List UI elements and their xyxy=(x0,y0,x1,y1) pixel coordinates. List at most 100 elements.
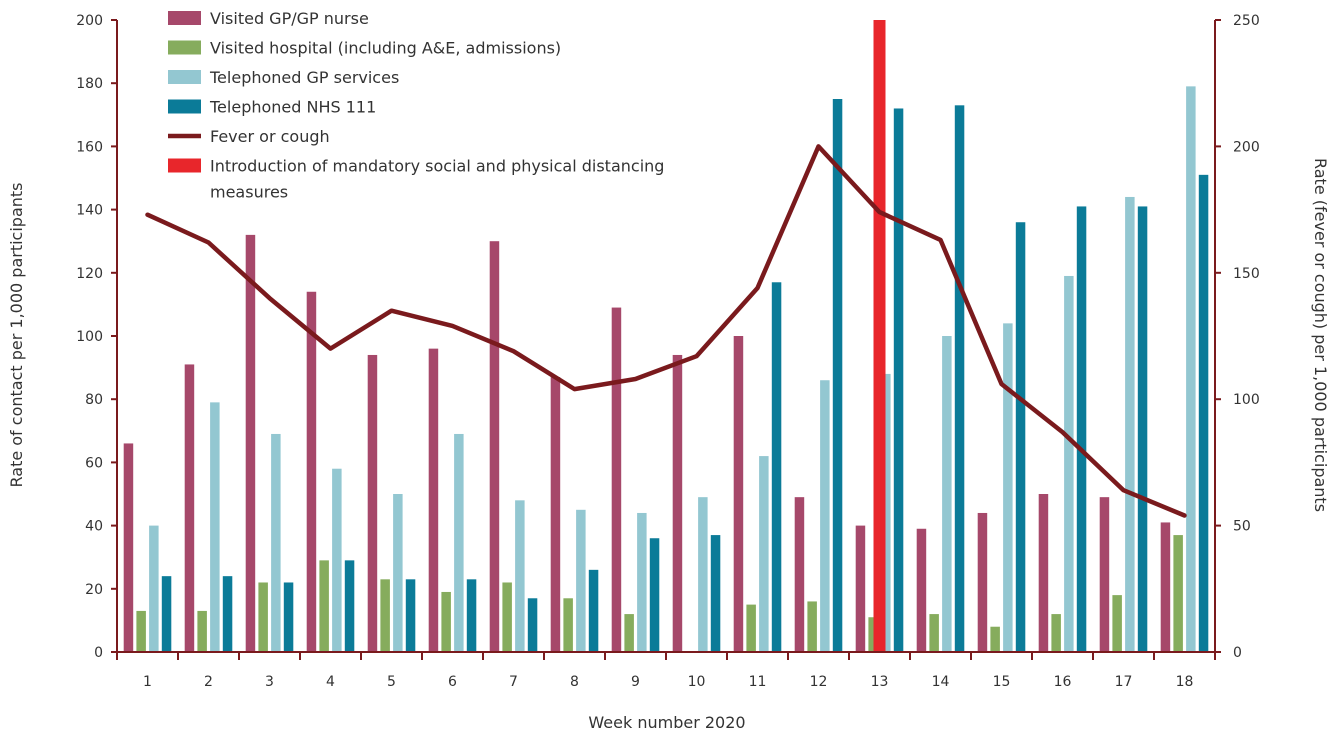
bar-series1-week-10 xyxy=(672,354,683,652)
bar-series4-week-9 xyxy=(649,538,660,652)
bar-series4-week-1 xyxy=(161,576,172,652)
bar-series1-week-4 xyxy=(306,291,317,652)
x-tick-label-week-18: 18 xyxy=(1176,674,1194,690)
bar-series3-week-7 xyxy=(515,500,525,652)
bar-series1-week-17 xyxy=(1099,497,1110,652)
legend-swatch-series4 xyxy=(168,99,201,114)
legend: Visited GP/GP nurse Visited hospital (inc… xyxy=(168,9,664,202)
bar-series1-week-1 xyxy=(123,443,134,652)
legend-label-series4: Telephoned NHS 111 xyxy=(209,98,376,117)
bar-series3-week-4 xyxy=(332,468,342,652)
x-tick-label-week-16: 16 xyxy=(1054,674,1072,690)
bar-series4-week-4 xyxy=(344,560,355,652)
bars-layer xyxy=(123,86,1209,653)
legend-swatch-series2 xyxy=(168,40,201,55)
bar-series2-week-2 xyxy=(197,610,207,652)
bar-series2-week-12 xyxy=(807,601,817,652)
bar-series3-week-12 xyxy=(820,380,830,652)
bar-series2-week-3 xyxy=(258,582,268,652)
y2-tick-label: 50 xyxy=(1233,519,1251,535)
bar-series3-week-14 xyxy=(942,336,952,652)
bar-series4-week-3 xyxy=(283,582,294,652)
x-tick-label-week-13: 13 xyxy=(871,674,889,690)
bar-series3-week-16 xyxy=(1064,275,1074,652)
bar-series3-week-6 xyxy=(454,433,464,652)
y2-tick-label: 150 xyxy=(1233,266,1260,282)
x-tick-label-week-14: 14 xyxy=(932,674,950,690)
bar-series2-week-15 xyxy=(990,626,1000,652)
y2-tick-label: 0 xyxy=(1233,645,1242,661)
legend-label-marker-line2: measures xyxy=(210,183,288,202)
x-tick-label-week-9: 9 xyxy=(631,674,640,690)
bar-series4-week-17 xyxy=(1137,206,1148,652)
bar-series1-week-15 xyxy=(977,512,988,652)
x-tick-label-week-15: 15 xyxy=(993,674,1011,690)
x-tick-label-week-12: 12 xyxy=(810,674,828,690)
x-tick-label-week-4: 4 xyxy=(326,674,335,690)
y-tick-label: 20 xyxy=(85,582,103,598)
distancing-marker-layer xyxy=(873,20,886,652)
legend-swatch-marker xyxy=(168,158,201,173)
bar-series4-week-8 xyxy=(588,569,599,652)
distancing-marker-bar xyxy=(873,20,886,652)
y-tick-label: 40 xyxy=(85,519,103,535)
bar-series4-week-18 xyxy=(1198,174,1209,652)
bar-series3-week-3 xyxy=(271,433,281,652)
bar-series3-week-13 xyxy=(881,373,891,652)
legend-label-series5: Fever or cough xyxy=(210,127,330,146)
y2-tick-label: 200 xyxy=(1233,139,1260,155)
bar-series4-week-5 xyxy=(405,579,416,652)
bar-series1-week-11 xyxy=(733,336,744,652)
bar-series4-week-2 xyxy=(222,576,233,652)
x-axis-title: Week number 2020 xyxy=(588,713,745,732)
y-tick-label: 200 xyxy=(76,13,103,29)
bar-series2-week-4 xyxy=(319,560,329,652)
y-axis-title: Rate of contact per 1,000 participants xyxy=(7,182,26,487)
bar-series2-week-14 xyxy=(929,614,939,652)
x-tick-label-week-11: 11 xyxy=(749,674,767,690)
bar-series1-week-16 xyxy=(1038,494,1049,652)
bar-series2-week-5 xyxy=(380,579,390,652)
bar-series1-week-9 xyxy=(611,307,622,652)
bar-series3-week-18 xyxy=(1186,86,1196,653)
fever-or-cough-line xyxy=(145,144,1187,518)
bar-series1-week-18 xyxy=(1160,522,1171,652)
x-tick-label-week-3: 3 xyxy=(265,674,274,690)
bar-series4-week-10 xyxy=(710,535,721,652)
bar-series4-week-14 xyxy=(954,105,965,652)
bar-series2-week-17 xyxy=(1112,595,1122,652)
x-tick-label-week-5: 5 xyxy=(387,674,396,690)
x-tick-label-week-17: 17 xyxy=(1115,674,1133,690)
bar-series1-week-13 xyxy=(855,525,866,652)
bar-series4-week-12 xyxy=(832,99,843,652)
bar-series1-week-7 xyxy=(489,241,500,652)
legend-label-series3: Telephoned GP services xyxy=(209,68,399,87)
bar-series4-week-15 xyxy=(1015,222,1026,653)
bar-series2-week-11 xyxy=(746,604,756,652)
bar-series2-week-6 xyxy=(441,591,451,652)
y-tick-label: 180 xyxy=(76,76,103,92)
x-tick-label-week-10: 10 xyxy=(688,674,706,690)
bar-series3-week-10 xyxy=(698,497,708,652)
bar-series3-week-9 xyxy=(637,512,647,652)
legend-swatch-series1 xyxy=(168,11,201,25)
legend-swatch-series3 xyxy=(168,70,201,84)
y2-tick-label: 250 xyxy=(1233,13,1260,29)
bar-series3-week-2 xyxy=(210,402,220,652)
y-tick-label: 120 xyxy=(76,266,103,282)
bar-series1-week-5 xyxy=(367,354,378,652)
bar-series2-week-16 xyxy=(1051,614,1061,652)
x-tick-label-week-7: 7 xyxy=(509,674,518,690)
bar-series3-week-15 xyxy=(1003,323,1013,652)
y2-axis-title: Rate (fever or cough) per 1,000 particip… xyxy=(1311,158,1330,512)
axes-layer: 0 20 40 60 80 100 120 140 160 180 200 0 50 100 150 200 2… xyxy=(76,13,1259,690)
y-tick-label: 160 xyxy=(76,139,103,155)
bar-series3-week-17 xyxy=(1125,196,1135,652)
legend-label-marker-line1: Introduction of mandatory social and phy… xyxy=(210,157,664,176)
bar-series3-week-11 xyxy=(759,456,769,652)
bar-series1-week-6 xyxy=(428,348,439,652)
bar-series2-week-9 xyxy=(624,614,634,652)
bar-series1-week-2 xyxy=(184,364,195,652)
y-tick-label: 60 xyxy=(85,455,103,471)
